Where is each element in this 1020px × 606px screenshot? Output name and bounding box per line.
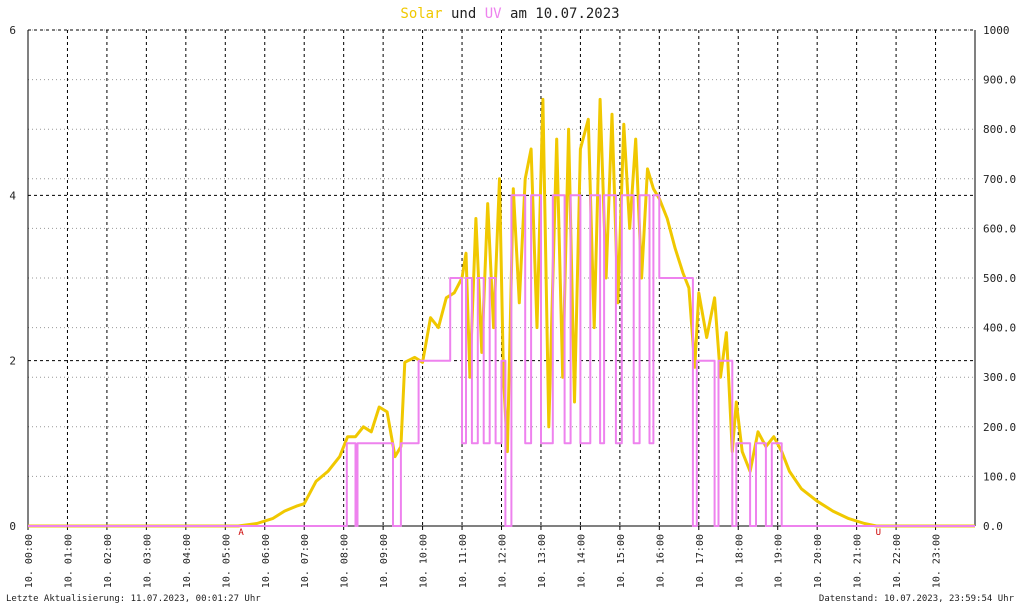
x-tick-label: 10. 18:00 <box>734 534 745 588</box>
x-tick-label: 10. 19:00 <box>774 534 785 588</box>
y-tick-label: 0 <box>9 520 16 533</box>
x-tick-label: 10. 04:00 <box>182 534 193 588</box>
x-tick-label: 10. 09:00 <box>379 534 390 588</box>
series-line <box>28 194 975 527</box>
y-tick-label: 4 <box>9 189 16 202</box>
y2-tick-label: 600.0 <box>983 222 1016 235</box>
x-tick-label: 10. 00:00 <box>24 534 35 588</box>
y2-tick-label: 300.0 <box>983 371 1016 384</box>
y2-tick-label: 0.0 <box>983 520 1003 533</box>
x-tick-label: 10. 13:00 <box>537 534 548 588</box>
x-tick-label: 10. 20:00 <box>813 534 824 588</box>
x-tick-label: 10. 06:00 <box>261 534 272 588</box>
y2-tick-label: 800.0 <box>983 123 1016 136</box>
annotation: A <box>238 528 244 538</box>
x-tick-label: 10. 16:00 <box>655 534 666 588</box>
y2-tick-label: 1000 <box>983 24 1010 37</box>
annotation: U <box>876 528 881 538</box>
x-tick-label: 10. 02:00 <box>103 534 114 588</box>
title-solar: Solar <box>400 6 442 22</box>
y-tick-label: 6 <box>9 24 16 37</box>
x-tick-label: 10. 01:00 <box>63 534 74 588</box>
x-tick-label: 10. 08:00 <box>340 534 351 588</box>
x-tick-label: 10. 17:00 <box>695 534 706 588</box>
x-tick-label: 10. 12:00 <box>498 534 509 588</box>
x-tick-label: 10. 14:00 <box>576 534 587 588</box>
x-tick-label: 10. 15:00 <box>616 534 627 588</box>
x-tick-label: 10. 07:00 <box>300 534 311 588</box>
x-tick-label: 10. 05:00 <box>221 534 232 588</box>
x-tick-label: 10. 21:00 <box>853 534 864 588</box>
series-line <box>28 97 975 528</box>
title-date: am 10.07.2023 <box>510 6 620 22</box>
y-tick-label: 2 <box>9 355 16 368</box>
y2-tick-label: 400.0 <box>983 322 1016 335</box>
footer-right: Datenstand: 10.07.2023, 23:59:54 Uhr <box>819 594 1015 604</box>
x-tick-label: 10. 22:00 <box>892 534 903 588</box>
title-connector: und <box>451 6 476 22</box>
y2-tick-label: 500.0 <box>983 272 1016 285</box>
title-uv: UV <box>485 6 502 22</box>
x-tick-label: 10. 03:00 <box>142 534 153 588</box>
x-tick-label: 10. 11:00 <box>458 534 469 588</box>
footer-left: Letzte Aktualisierung: 11.07.2023, 00:01… <box>6 594 261 604</box>
x-tick-label: 10. 10:00 <box>419 534 430 588</box>
chart-title: Solar und UV am 10.07.2023 <box>400 6 619 22</box>
x-tick-label: 10. 23:00 <box>932 534 943 588</box>
y2-tick-label: 100.0 <box>983 470 1016 483</box>
y2-tick-label: 700.0 <box>983 173 1016 186</box>
y2-tick-label: 200.0 <box>983 421 1016 434</box>
y2-tick-label: 900.0 <box>983 74 1016 87</box>
